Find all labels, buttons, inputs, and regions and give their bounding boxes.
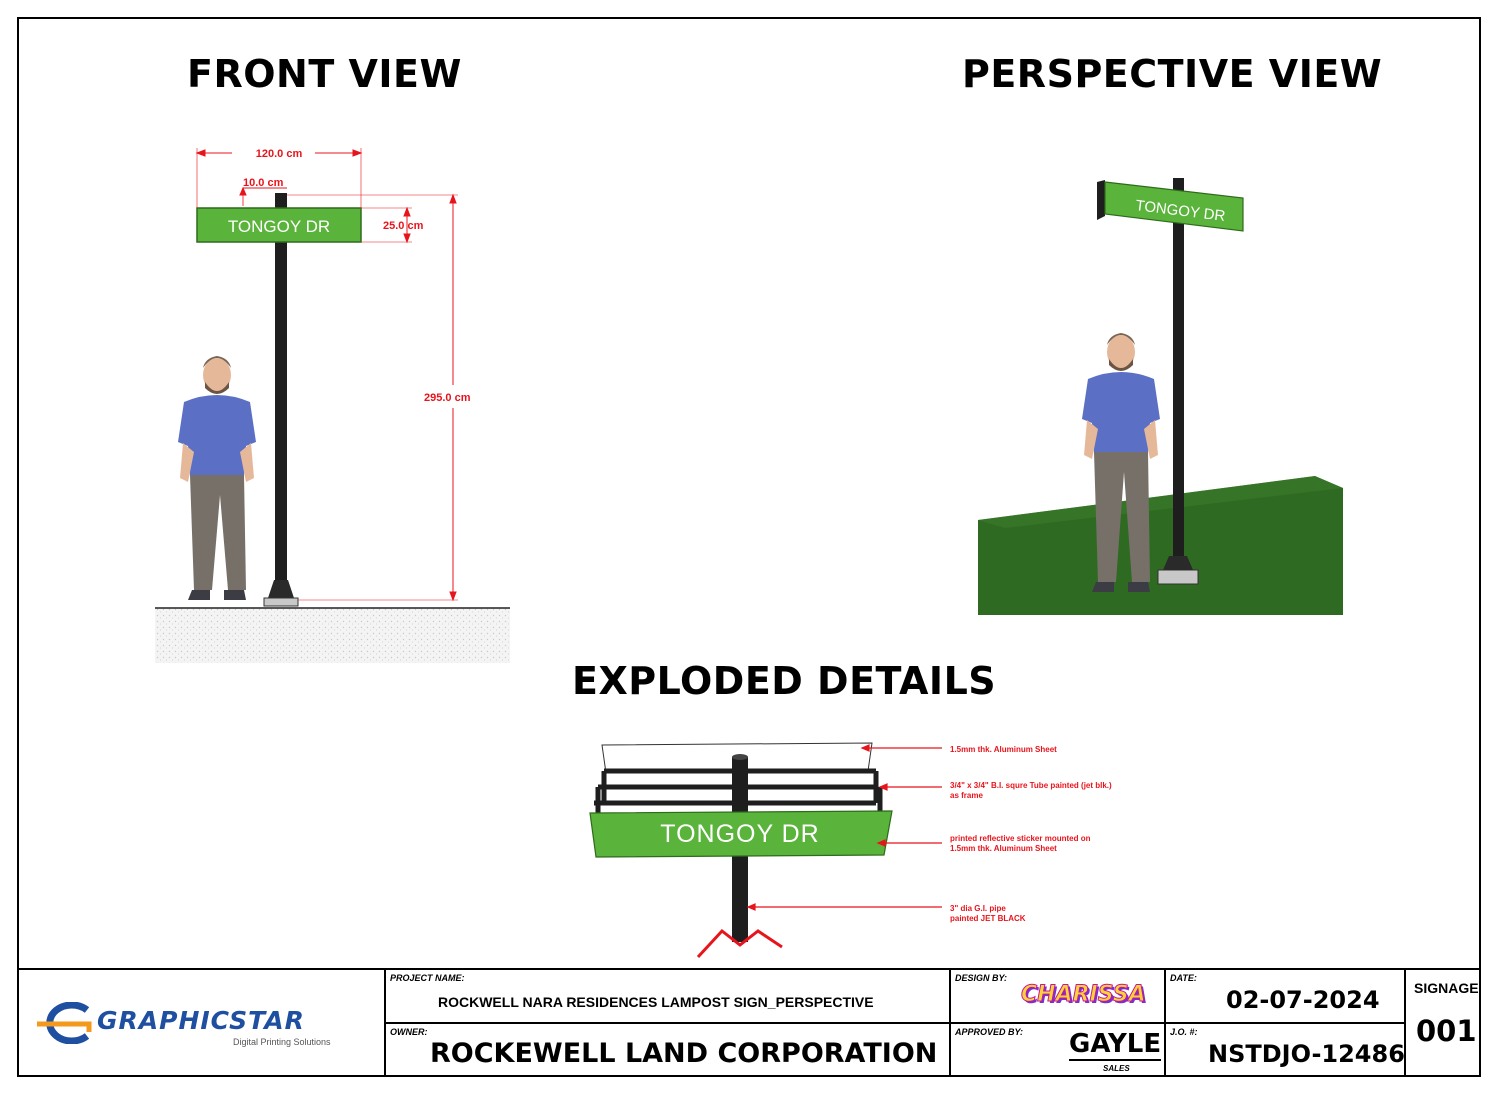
- pipe-anchor: [696, 928, 783, 959]
- graphicstar-logo-icon: [37, 1002, 92, 1044]
- approved-by-label: APPROVED BY:: [955, 1027, 1024, 1037]
- sheet-number-value: 001: [1416, 1014, 1477, 1048]
- owner-label: OWNER:: [390, 1027, 428, 1037]
- ground-gravel: [155, 608, 510, 663]
- callout-sticker-line1: printed reflective sticker mounted on: [950, 834, 1091, 843]
- exploded-details-title: EXPLODED DETAILS: [572, 659, 997, 703]
- scale-person-figure: [178, 356, 256, 600]
- date-cell: DATE: 02-07-2024: [1166, 970, 1406, 1024]
- dim-sign-height-label: 25.0 cm: [383, 220, 424, 232]
- drawing-sheet: [17, 17, 1481, 1077]
- approver-name: GAYLE: [1069, 1029, 1162, 1061]
- logo-cell: GRAPHICSTAR Digital Printing Solutions: [17, 970, 386, 1077]
- callout-tube-line2: as frame: [950, 791, 983, 800]
- logo-name: GRAPHICSTAR: [97, 1006, 305, 1035]
- pole-base-plate: [263, 597, 299, 607]
- front-view-drawing: TONGOY DR 120.0 cm 10.0 cm 25.0 cm 295.0…: [155, 148, 510, 663]
- approved-by-cell: APPROVED BY: GAYLE SALES: [951, 1024, 1166, 1077]
- date-value: 02-07-2024: [1226, 986, 1380, 1014]
- perspective-view-drawing: TONGOY DR: [978, 178, 1343, 615]
- front-sign-panel: [196, 207, 362, 243]
- owner-cell: OWNER: ROCKEWELL LAND CORPORATION: [386, 1024, 951, 1077]
- title-block: GRAPHICSTAR Digital Printing Solutions P…: [17, 968, 1481, 1077]
- perspective-pole: [1173, 178, 1184, 578]
- project-name-cell: PROJECT NAME: ROCKWELL NARA RESIDENCES L…: [386, 970, 951, 1024]
- callout-sticker-line2: 1.5mm thk. Aluminum Sheet: [950, 844, 1057, 853]
- jo-number-label: J.O. #:: [1170, 1027, 1198, 1037]
- owner-value: ROCKEWELL LAND CORPORATION: [430, 1038, 938, 1069]
- dim-offset-label: 10.0 cm: [243, 177, 284, 189]
- jo-number-cell: J.O. #: NSTDJO-12486: [1166, 1024, 1406, 1077]
- design-by-cell: DESIGN BY: CHARISSA: [951, 970, 1166, 1024]
- exploded-sign-panel: [589, 810, 893, 858]
- perspective-sign-panel: [1104, 181, 1244, 232]
- dim-pole-height-label: 295.0 cm: [424, 392, 471, 404]
- project-name-label: PROJECT NAME:: [390, 973, 465, 983]
- approver-dept: SALES: [1103, 1064, 1130, 1073]
- exploded-details-drawing: TONGOY DR 1.5mm thk. Aluminum Sheet 3/4"…: [589, 742, 1112, 959]
- perspective-base-plate: [1157, 569, 1199, 585]
- design-by-label: DESIGN BY:: [955, 973, 1008, 983]
- pole: [275, 193, 287, 598]
- logo-tagline: Digital Printing Solutions: [233, 1037, 331, 1047]
- designer-signature: CHARISSA: [1021, 982, 1147, 1008]
- perspective-sign-frame: [1097, 180, 1105, 220]
- jo-number-value: NSTDJO-12486: [1208, 1040, 1405, 1068]
- callout-pipe-line1: 3" dia G.I. pipe: [950, 904, 1006, 913]
- date-label: DATE:: [1170, 973, 1197, 983]
- callout-tube-line1: 3/4" x 3/4" B.I. squre Tube painted (jet…: [950, 781, 1112, 790]
- tube-frame: [594, 768, 883, 815]
- front-sign-text: TONGOY DR: [228, 217, 330, 236]
- pole-base-bracket: [268, 580, 294, 598]
- callout-aluminum-sheet: 1.5mm thk. Aluminum Sheet: [950, 745, 1057, 754]
- project-name-value: ROCKWELL NARA RESIDENCES LAMPOST SIGN_PE…: [438, 994, 874, 1010]
- front-view-title: FRONT VIEW: [187, 52, 462, 96]
- exploded-sign-text: TONGOY DR: [660, 820, 820, 848]
- perspective-view-title: PERSPECTIVE VIEW: [962, 52, 1383, 96]
- sheet-number-cell: SIGNAGE 001: [1406, 970, 1479, 1077]
- callout-pipe-line2: painted JET BLACK: [950, 914, 1026, 923]
- dim-width-label: 120.0 cm: [256, 148, 303, 160]
- sheet-type-label: SIGNAGE: [1414, 980, 1479, 996]
- perspective-person-figure: [1082, 333, 1160, 592]
